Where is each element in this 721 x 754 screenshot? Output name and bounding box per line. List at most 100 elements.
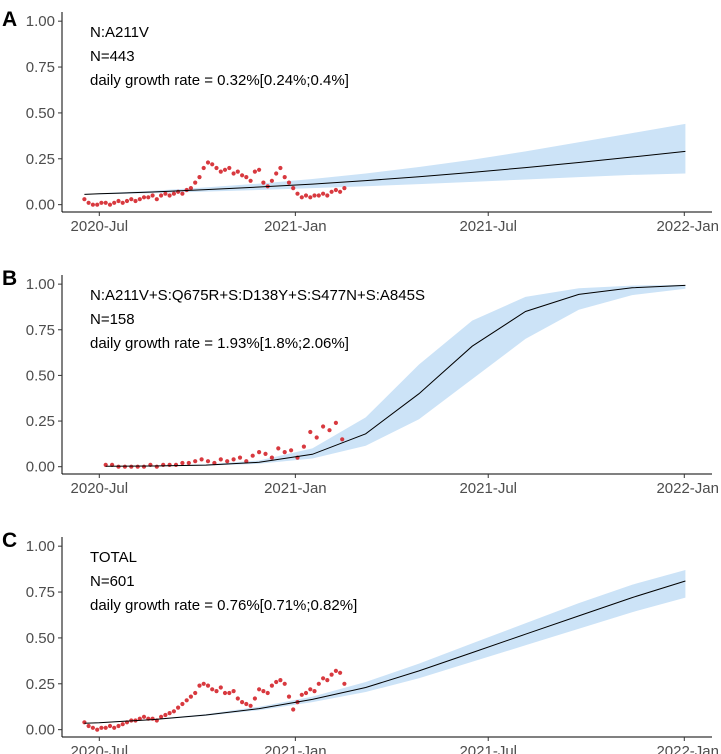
- data-point: [218, 169, 223, 174]
- data-point: [257, 687, 262, 692]
- data-point: [163, 191, 168, 196]
- data-point: [237, 455, 243, 460]
- data-point: [235, 169, 240, 174]
- x-tick-label: 2021-Jan: [264, 218, 327, 235]
- data-point: [186, 460, 191, 466]
- data-point: [282, 175, 287, 180]
- data-point: [122, 464, 127, 469]
- data-point: [286, 694, 292, 699]
- y-tick-label: 0.50: [26, 630, 55, 647]
- fit-line: [84, 580, 686, 724]
- y-tick-label: 0.75: [26, 59, 55, 76]
- data-point: [199, 457, 204, 462]
- data-point: [269, 178, 274, 183]
- data-point: [173, 462, 179, 467]
- data-point: [116, 723, 121, 729]
- data-point: [261, 689, 266, 694]
- data-point: [180, 191, 185, 196]
- data-point: [86, 200, 91, 205]
- data-point: [295, 191, 300, 196]
- fit-line: [84, 150, 686, 195]
- data-point: [210, 687, 215, 692]
- data-point: [278, 165, 283, 171]
- data-point: [333, 420, 338, 425]
- data-point: [321, 424, 326, 429]
- data-point: [301, 444, 306, 449]
- y-tick-label: 0.00: [26, 722, 55, 739]
- data-point: [303, 193, 309, 198]
- y-tick-label: 0.75: [26, 584, 55, 601]
- data-point: [120, 722, 125, 727]
- data-point: [167, 193, 172, 198]
- data-point: [263, 451, 268, 456]
- data-point: [299, 195, 304, 200]
- data-point: [214, 689, 219, 694]
- data-point: [107, 202, 113, 207]
- y-tick-label: 0.25: [26, 151, 55, 168]
- data-point: [129, 464, 134, 469]
- data-point: [188, 694, 193, 699]
- data-point: [133, 198, 138, 204]
- data-point: [244, 175, 249, 180]
- data-point: [90, 725, 95, 730]
- y-tick-label: 0.75: [26, 322, 55, 339]
- confidence-band: [105, 284, 686, 467]
- data-point: [103, 200, 108, 205]
- x-tick-label: 2022-Jan: [656, 743, 719, 754]
- data-point: [197, 683, 202, 688]
- data-point: [291, 186, 296, 191]
- data-point: [176, 705, 181, 710]
- data-point: [325, 678, 330, 683]
- y-tick-label: 0.25: [26, 676, 55, 693]
- data-point: [167, 462, 172, 467]
- data-point: [112, 200, 117, 205]
- data-point: [299, 692, 304, 697]
- panel-label: A: [2, 8, 17, 31]
- annotation-line: N:A211V: [90, 24, 149, 41]
- confidence-band: [84, 570, 686, 724]
- data-point: [240, 173, 245, 178]
- y-tick-label: 0.50: [26, 105, 55, 122]
- data-point: [222, 167, 228, 172]
- annotation-line: daily growth rate = 0.32%[0.24%;0.4%]: [90, 72, 349, 89]
- data-point: [291, 707, 296, 712]
- x-tick-label: 2021-Jul: [459, 743, 517, 754]
- data-point: [338, 189, 343, 194]
- data-point: [171, 709, 176, 714]
- data-point: [218, 457, 223, 462]
- data-point: [282, 681, 287, 686]
- data-point: [340, 437, 345, 442]
- panel-label: C: [2, 529, 17, 552]
- annotation-line: N=601: [90, 573, 135, 590]
- data-point: [212, 460, 217, 466]
- data-point: [278, 678, 283, 683]
- data-point: [308, 195, 313, 200]
- annotation-line: daily growth rate = 0.76%[0.71%;0.82%]: [90, 597, 357, 614]
- data-point: [312, 689, 317, 694]
- data-point: [231, 689, 236, 694]
- data-point: [135, 464, 140, 469]
- data-point: [86, 723, 91, 729]
- data-point: [159, 714, 164, 719]
- data-point: [308, 687, 313, 692]
- data-point: [257, 167, 262, 172]
- data-point: [265, 690, 270, 696]
- data-point: [205, 160, 211, 165]
- data-point: [116, 198, 121, 204]
- x-tick-label: 2020-Jul: [71, 480, 129, 497]
- data-point: [250, 453, 255, 458]
- data-point: [107, 723, 113, 729]
- data-point: [312, 193, 317, 198]
- data-point: [205, 683, 211, 688]
- data-point: [327, 428, 332, 433]
- data-point: [188, 186, 193, 191]
- data-point: [159, 193, 164, 198]
- data-point: [82, 720, 87, 725]
- data-point: [342, 681, 347, 686]
- data-point: [205, 459, 211, 464]
- x-tick-label: 2022-Jan: [656, 480, 719, 497]
- data-point: [171, 191, 176, 196]
- annotation-line: TOTAL: [90, 549, 137, 566]
- data-point: [120, 200, 125, 205]
- panel-a: A 0.00 0.25 0.50 0.75 1.00 2020-Jul 2021-Jan 202…: [2, 8, 719, 235]
